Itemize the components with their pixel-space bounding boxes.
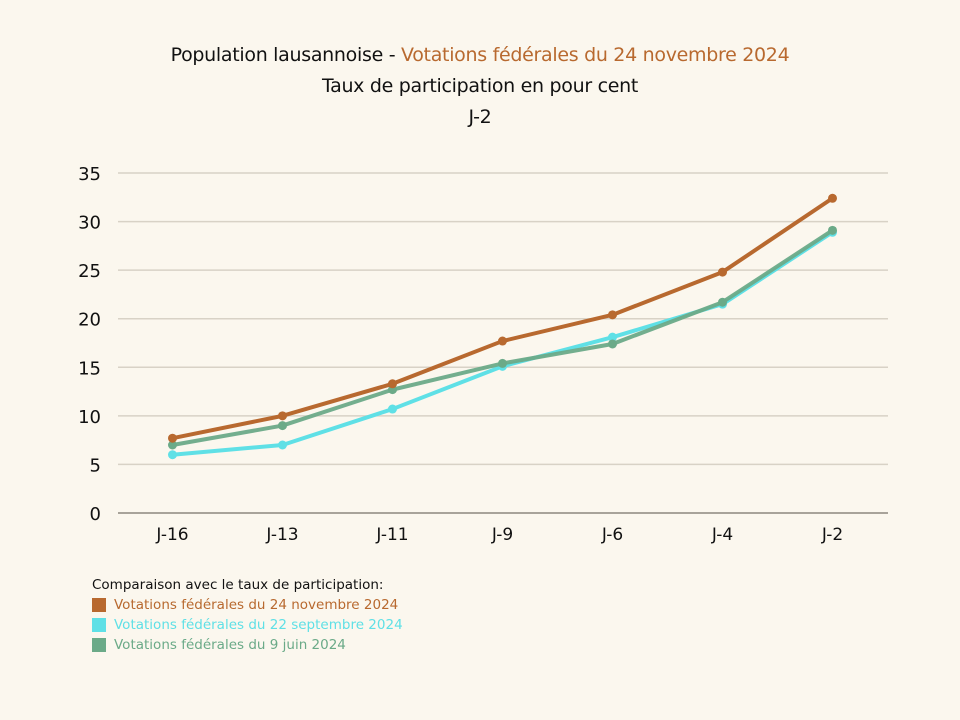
y-tick-label: 35: [78, 164, 101, 185]
y-tick-label: 0: [90, 504, 101, 525]
data-point: [168, 450, 177, 460]
axis-layer: 0 5 10 15 20 25 30 35 J-16 J-13 J-11 J-9 J-6 J-4 J-2: [78, 164, 888, 545]
grid-layer: [118, 172, 888, 466]
legend-item-jun-2024: Votations fédérales du 9 juin 2024: [92, 635, 403, 655]
y-tick-label: 15: [78, 358, 101, 379]
legend-label: Votations fédérales du 22 septembre 2024: [114, 617, 403, 633]
series-layer: [168, 193, 837, 460]
data-point: [278, 421, 287, 431]
data-point: [608, 310, 617, 320]
legend-title: Comparaison avec le taux de participatio…: [92, 577, 384, 593]
x-tick-label: J-4: [711, 525, 733, 545]
data-point: [168, 440, 177, 450]
legend-item-nov-2024: Votations fédérales du 24 novembre 2024: [92, 595, 403, 615]
x-tick-label: J-16: [155, 525, 188, 545]
y-tick-label: 5: [90, 455, 101, 476]
legend-label: Votations fédérales du 9 juin 2024: [114, 637, 346, 653]
x-tick-label: J-6: [601, 525, 623, 545]
chart-title-block: Population lausannoise - Votations fédér…: [0, 40, 960, 133]
data-point: [498, 358, 507, 368]
y-tick-label: 20: [78, 310, 101, 331]
data-point: [388, 379, 397, 389]
data-point: [828, 193, 837, 203]
legend-swatch: [92, 638, 106, 652]
data-point: [278, 411, 287, 421]
data-point: [498, 336, 507, 346]
x-tick-label: J-2: [821, 525, 843, 545]
data-point: [168, 433, 177, 443]
chart-day-label: J-2: [468, 106, 492, 128]
legend-label: Votations fédérales du 24 novembre 2024: [114, 597, 399, 613]
y-tick-label: 30: [78, 213, 101, 234]
legend: Comparaison avec le taux de participatio…: [92, 575, 403, 655]
series-2: [168, 225, 837, 450]
legend-swatch: [92, 598, 106, 612]
x-tick-label: J-13: [265, 525, 298, 545]
series-0: [168, 193, 837, 443]
x-tick-label: J-11: [375, 525, 408, 545]
chart-title: Population lausannoise - Votations fédér…: [0, 40, 960, 71]
data-point: [388, 404, 397, 414]
legend-item-sep-2024: Votations fédérales du 22 septembre 2024: [92, 615, 403, 635]
title-highlight: Votations fédérales du 24 novembre 2024: [401, 44, 790, 66]
data-point: [608, 332, 617, 342]
y-tick-label: 10: [78, 407, 101, 428]
data-point: [608, 339, 617, 349]
x-tick-label: J-9: [491, 525, 513, 545]
data-point: [718, 267, 727, 277]
legend-swatch: [92, 618, 106, 632]
chart-subtitle: Taux de participation en pour cent: [321, 75, 639, 97]
y-tick-label: 25: [78, 261, 101, 282]
title-prefix: Population lausannoise -: [170, 44, 401, 66]
data-point: [278, 440, 287, 450]
data-point: [828, 225, 837, 235]
data-point: [718, 297, 727, 307]
